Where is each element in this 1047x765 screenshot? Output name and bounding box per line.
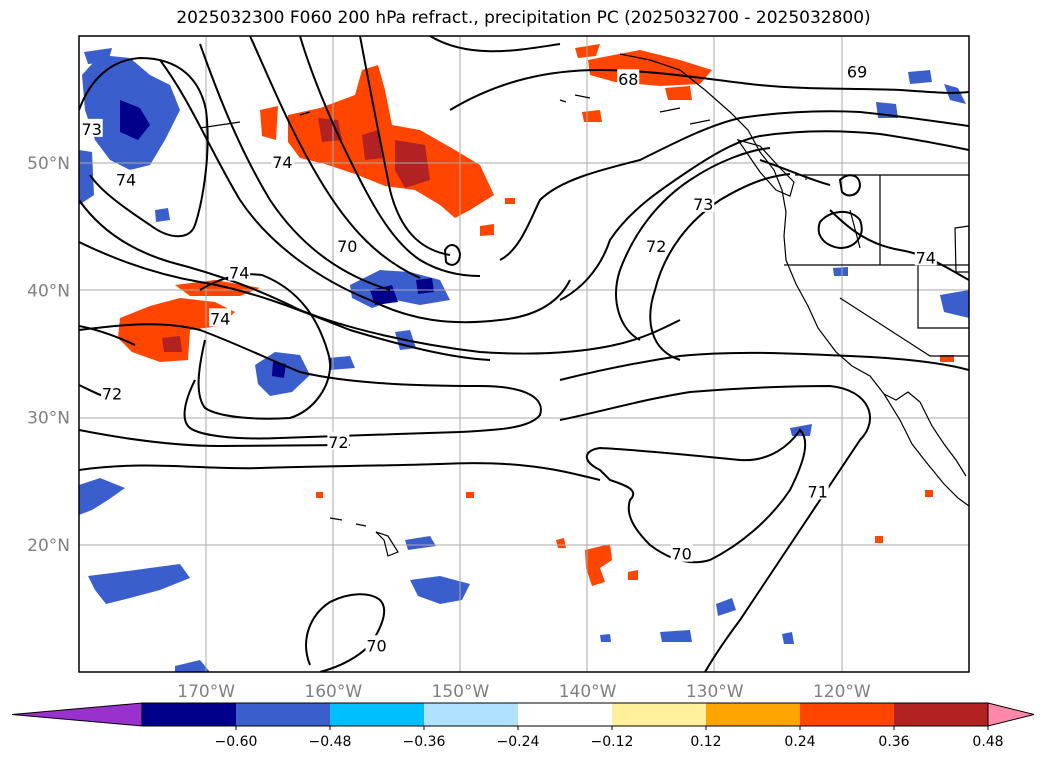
contour-label: 71: [808, 482, 828, 501]
colorbar-tick-label: 0.48: [972, 734, 1003, 750]
contour-label-background: [271, 151, 294, 170]
contour-label-background: [101, 383, 124, 402]
contour-label: 70: [337, 237, 357, 256]
contour-label-background: [645, 235, 668, 254]
precip-negative-shading: [79, 48, 969, 672]
lat-label: 20°N: [27, 536, 70, 556]
lat-label: 40°N: [27, 281, 70, 301]
lon-label: 170°W: [177, 682, 235, 702]
colorbar-tick-label: −0.24: [497, 734, 540, 750]
contour-labels: 73 74 74 74 74 70 72 72 70 68 69 72 73 74 71 70: [80, 61, 937, 655]
colorbar-tick-label: −0.12: [591, 734, 634, 750]
contour-label: 70: [671, 545, 691, 564]
refractivity-contours: [79, 36, 969, 672]
lon-label: 140°W: [559, 682, 617, 702]
colorbar-segment: [142, 703, 237, 726]
colorbar-segment: [236, 703, 331, 726]
colorbar-extend-high: [987, 702, 1035, 727]
colorbar-segment: [800, 703, 895, 726]
contour-label: 73: [693, 195, 713, 214]
colorbar-segment: [518, 703, 613, 726]
contour-label-background: [365, 635, 388, 654]
colorbar-segment: [612, 703, 707, 726]
contour-label: 72: [646, 237, 666, 256]
contour-label: 74: [916, 248, 936, 267]
map-title: 2025032300 F060 200 hPa refract., precip…: [176, 8, 871, 28]
contour-label-background: [846, 61, 869, 80]
colorbar-tick-label: 0.36: [878, 734, 909, 750]
contour-label-background: [692, 193, 715, 212]
latitude-labels: 50°N 40°N 30°N 20°N: [27, 154, 70, 556]
colorbar-tick-label: −0.60: [215, 734, 258, 750]
colorbar-tick-label: 0.12: [690, 734, 721, 750]
colorbar-segment: [894, 703, 989, 726]
contour-label: 74: [210, 309, 230, 328]
lon-label: 120°W: [813, 682, 871, 702]
contour-label-background: [80, 118, 103, 137]
contour-label-background: [914, 247, 937, 266]
contour-label: 68: [618, 70, 638, 89]
contour-label: 73: [82, 120, 102, 139]
colorbar-segment: [424, 703, 519, 726]
contour-label: 74: [116, 171, 136, 190]
contour-label: 69: [847, 63, 867, 82]
contour-label: 74: [272, 153, 292, 172]
colorbar-frame: [141, 702, 989, 727]
colorbar-tick-label: 0.24: [784, 734, 815, 750]
contour-label: 72: [102, 384, 122, 403]
colorbar-segment: [330, 703, 425, 726]
contour-label-background: [327, 431, 350, 450]
contour-label-background: [806, 481, 829, 500]
contour-label-background: [228, 262, 251, 281]
map-frame: [78, 35, 970, 673]
lat-label: 30°N: [27, 409, 70, 429]
colorbar-tick-label: −0.48: [309, 734, 352, 750]
longitude-labels: 170°W 160°W 150°W 140°W 130°W 120°W: [177, 682, 871, 702]
contour-label-background: [617, 69, 640, 88]
lat-label: 50°N: [27, 154, 70, 174]
colorbar-segment: [706, 703, 801, 726]
lon-label: 150°W: [432, 682, 490, 702]
contour-label-background: [670, 543, 693, 562]
contour-label-background: [115, 169, 138, 188]
contour-label-background: [336, 235, 359, 254]
colorbar-tick-label: −0.36: [403, 734, 446, 750]
contour-label-background: [209, 308, 232, 327]
map-gridlines: [79, 36, 969, 672]
colorbar: −0.60 −0.48 −0.36 −0.24 −0.12 0.12 0.24 0.36 0.4…: [11, 702, 1035, 750]
lon-label: 160°W: [304, 682, 362, 702]
contour-label: 74: [229, 264, 249, 283]
colorbar-extend-low: [11, 702, 143, 727]
contour-label: 72: [328, 433, 348, 452]
coastlines: [199, 53, 969, 557]
contour-label: 70: [366, 636, 386, 655]
lon-label: 130°W: [686, 682, 744, 702]
